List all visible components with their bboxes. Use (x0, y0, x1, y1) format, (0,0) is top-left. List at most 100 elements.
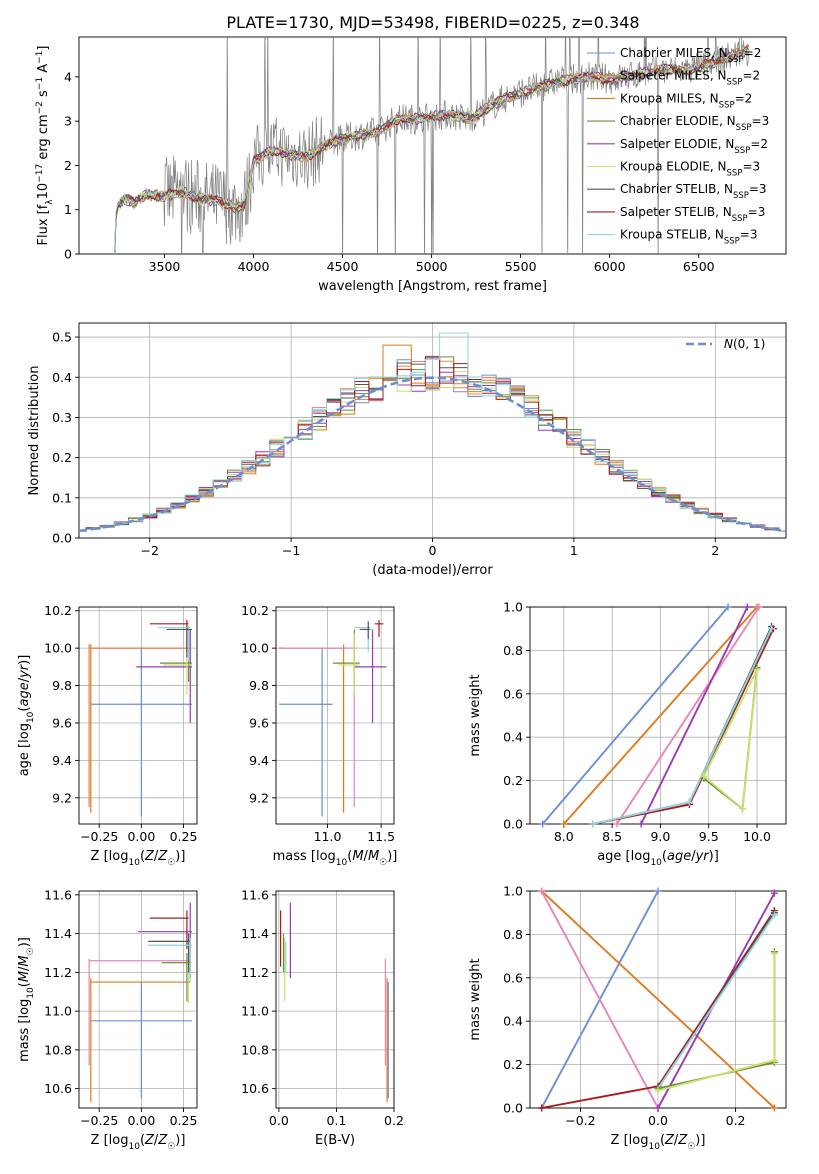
model-salpeter_stelib-line (114, 44, 749, 254)
y-tick-label: 9.6 (52, 715, 72, 730)
legend-label: Kroupa ELODIE, NSSP=3 (620, 160, 760, 179)
spectrum-frame (78, 36, 787, 255)
mass_weight_vs_age-frame (529, 606, 787, 825)
y-tick-label: 0.3 (52, 410, 72, 425)
point-marker (654, 1104, 662, 1112)
age_vs_mass-xlabel: mass [log10(M/M☉)] (273, 849, 398, 868)
spectrum-legend: Chabrier MILES, NSSP=2 Salpeter MILES, NS… (587, 46, 769, 247)
x-tick-label: 0.25 (170, 829, 198, 844)
y-tick-label: 11.2 (241, 965, 269, 980)
x-tick-label: −1 (282, 543, 300, 558)
y-tick-label: 9.8 (52, 678, 72, 693)
y-tick-label: 11.6 (44, 887, 72, 902)
x-tick-label: 0.0 (269, 1113, 289, 1128)
hist-chabrier_elodie (79, 356, 786, 532)
spectrum-xlabel: wavelength [Angstrom, rest frame] (318, 279, 547, 294)
y-tick-label: 0.0 (503, 1101, 523, 1116)
y-tick-label: 1.0 (503, 884, 523, 899)
x-tick-label: 0.1 (326, 1113, 346, 1128)
point-marker (739, 805, 747, 813)
y-tick-label: 0.4 (503, 730, 523, 745)
y-tick-label: 10.0 (241, 641, 269, 656)
x-tick-label: 0.00 (127, 829, 155, 844)
x-tick-label: 9.0 (650, 829, 670, 844)
y-tick-label: 10.6 (44, 1081, 72, 1096)
hist-chabrier_stelib (79, 355, 786, 532)
x-tick-label: 5000 (416, 259, 448, 274)
model-kroupa_stelib-line (114, 45, 749, 254)
series-pink-line (540, 890, 659, 1109)
x-tick-label: 11.0 (314, 829, 342, 844)
legend-label: N(0, 1) (724, 337, 765, 351)
residuals-axes: −2 −1 0 1 2 0.0 0.1 0.2 0.3 0.4 0.5 (52, 323, 786, 558)
point-marker (589, 820, 597, 828)
mass_vs_ebv-frame (275, 890, 395, 1109)
figure-title: PLATE=1730, MJD=53498, FIBERID=0225, z=0… (226, 13, 639, 32)
point-marker (685, 798, 693, 806)
y-tick-label: 0.8 (503, 643, 523, 658)
y-tick-label: 10.0 (44, 641, 72, 656)
hist-salpeter_stelib (79, 357, 786, 532)
model-kroupa_elodie-line (114, 49, 749, 254)
y-tick-label: 0.8 (503, 927, 523, 942)
residual-xlabel: (data-model)/error (372, 563, 493, 578)
point-marker (770, 911, 778, 919)
point-marker (770, 1104, 778, 1112)
mass_vs_ebv-points (280, 902, 389, 1103)
y-tick-label: 11.0 (241, 1004, 269, 1019)
legend-label: Chabrier STELIB, NSSP=3 (620, 182, 767, 201)
point-marker (743, 603, 751, 611)
age_vs_Z-xlabel: Z [log10(Z/Z☉)] (91, 849, 186, 868)
point-marker (654, 887, 662, 895)
legend-label: Salpeter ELODIE, NSSP=2 (620, 137, 768, 156)
x-tick-label: 5500 (505, 259, 537, 274)
mass_vs_Z-ylabel: mass [log10(M/M☉)] (17, 937, 36, 1062)
legend-label: Chabrier ELODIE, NSSP=3 (620, 114, 769, 133)
residual-ylabel: Normed distribution (27, 366, 42, 496)
y-tick-label: 0.1 (52, 490, 72, 505)
y-tick-label: 0.4 (503, 1014, 523, 1029)
age_vs_Z-ylabel: age [log10(age/yr)] (17, 655, 36, 777)
x-tick-label: 11.5 (367, 829, 395, 844)
series-kroupa_miles-line (563, 606, 758, 825)
x-tick-label: 0.00 (127, 1113, 155, 1128)
y-tick-label: 9.6 (249, 715, 269, 730)
residuals-frame (78, 322, 787, 539)
y-tick-label: 0.0 (503, 817, 523, 832)
y-tick-label: 10.2 (241, 603, 269, 618)
x-tick-label: 10.0 (743, 829, 771, 844)
mass_weight_vs_age-series (539, 603, 777, 828)
x-tick-label: 4000 (238, 259, 270, 274)
legend-label: Kroupa STELIB, NSSP=3 (620, 228, 758, 247)
y-tick-label: 0.0 (52, 531, 72, 546)
series-pink-line (616, 606, 760, 825)
age_vs_mass-frame (275, 606, 395, 825)
y-tick-label: 9.8 (249, 678, 269, 693)
x-tick-label: −0.2 (565, 1113, 595, 1128)
mass_weight_vs_Z-series (538, 887, 778, 1112)
x-tick-label: 6500 (683, 259, 715, 274)
y-tick-label: 1.0 (503, 600, 523, 615)
mass_weight_vs_Z-ylabel: mass weight (468, 958, 483, 1040)
series-kroupa_elodie-line (657, 953, 776, 1092)
point-marker (538, 887, 546, 895)
spectrum-axes: 3500 4000 4500 5000 5500 6000 6500 0 1 2 3 4 (64, 69, 715, 274)
point-marker (700, 772, 708, 780)
legend-label: Salpeter STELIB, NSSP=3 (620, 205, 765, 224)
y-tick-label: 0.2 (52, 450, 72, 465)
y-tick-label: 10.6 (241, 1081, 269, 1096)
y-tick-label: 4 (64, 69, 72, 84)
y-tick-label: 0.4 (52, 370, 72, 385)
x-tick-label: 8.0 (554, 829, 574, 844)
series-kroupa_stelib-line (657, 914, 776, 1090)
point-marker (560, 820, 568, 828)
hist-kroupa_elodie (79, 371, 786, 532)
mass_weight_vs_age-xlabel: age [log10(age/yr)] (597, 849, 719, 868)
point-marker (755, 603, 763, 611)
x-tick-label: −0.25 (80, 829, 118, 844)
y-tick-label: 1 (64, 202, 72, 217)
x-tick-label: 0.2 (384, 1113, 404, 1128)
y-tick-label: 11.6 (241, 887, 269, 902)
legend-label: Kroupa MILES, NSSP=2 (620, 91, 752, 110)
